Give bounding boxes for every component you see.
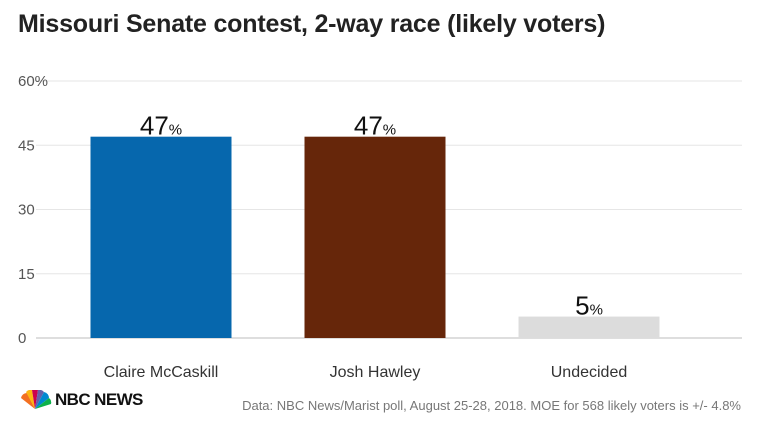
data-label: 5% <box>575 291 603 321</box>
y-tick-label: 0 <box>18 330 26 347</box>
bar <box>518 316 660 338</box>
y-tick-label: 15 <box>18 266 35 283</box>
source-note: Data: NBC News/Marist poll, August 25-28… <box>242 398 741 413</box>
brand-name: NBC NEWS <box>55 390 143 409</box>
bar <box>304 136 446 338</box>
data-label: 47% <box>140 111 182 141</box>
x-tick-label: Josh Hawley <box>330 364 421 381</box>
x-tick-label: Undecided <box>551 364 628 381</box>
peacock-icon <box>21 390 52 409</box>
bar <box>90 136 232 338</box>
y-tick-label: 30 <box>18 202 35 219</box>
chart-title: Missouri Senate contest, 2-way race (lik… <box>18 10 606 38</box>
data-label: 47% <box>354 111 396 141</box>
y-tick-label: 45 <box>18 137 35 154</box>
brand-logo: NBC NEWS <box>18 390 143 410</box>
x-tick-label: Claire McCaskill <box>104 364 219 381</box>
y-tick-label: 60% <box>18 73 48 90</box>
